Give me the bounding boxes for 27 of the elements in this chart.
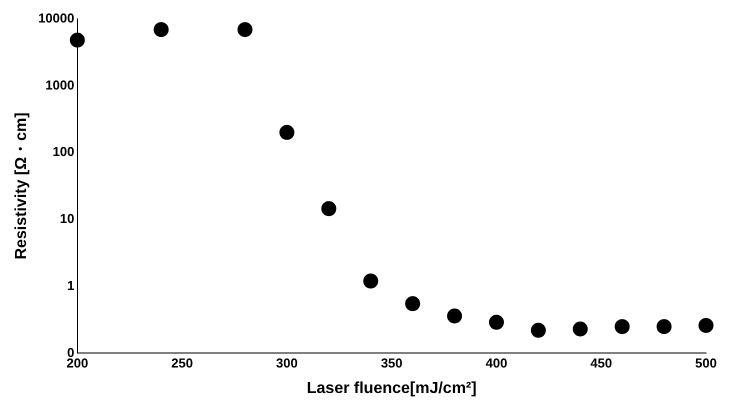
x-tick-label: 400 [486,356,508,371]
x-tick-label: 350 [380,356,403,371]
y-tick-label: 10 [60,211,74,226]
point [698,318,714,333]
point [237,22,252,38]
point [614,319,630,334]
point [530,322,546,338]
y-tick-label: 10000 [38,10,74,26]
point [321,201,336,216]
y-tick-label: 1 [67,278,74,293]
y-tick-label: 100 [52,144,74,160]
y-axis-title: Resistivity [Ω・cm] [13,112,30,260]
point [488,314,504,330]
point [279,124,294,140]
point [447,308,462,324]
x-tick-label: 500 [695,356,717,371]
x-tick-label: 450 [590,356,612,371]
point [572,322,588,337]
point [656,319,672,334]
point [154,22,169,38]
point [405,296,420,312]
point [70,32,85,48]
x-tick-label: 250 [171,356,193,371]
point [363,274,378,289]
y-tick-label: 1000 [45,77,74,92]
x-axis-title: Laser fluence[mJ/cm²] [306,380,477,397]
x-tick-label: 300 [276,356,298,371]
